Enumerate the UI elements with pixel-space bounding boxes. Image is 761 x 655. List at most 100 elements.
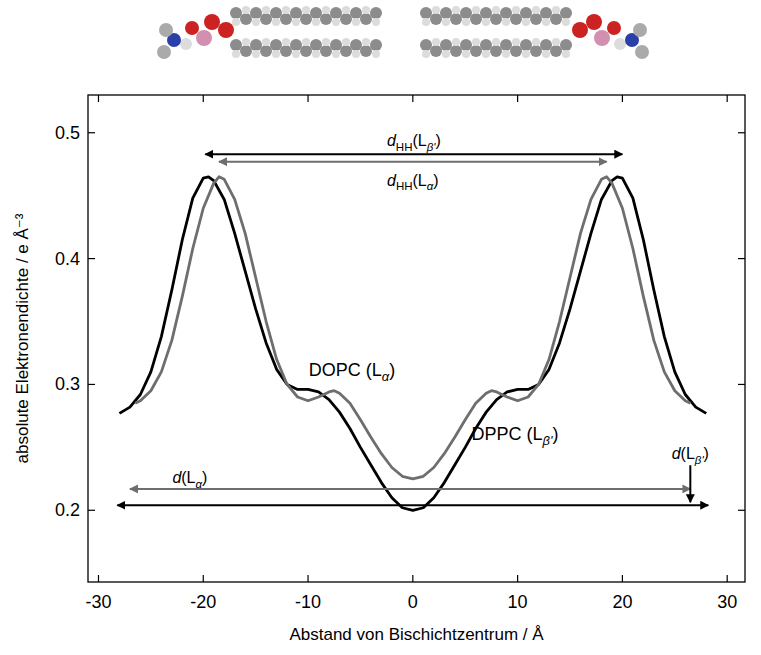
y-tick: [88, 510, 95, 511]
carbon-atom: [510, 45, 522, 57]
dimension-arrow: [130, 488, 691, 490]
hydrogen-atom: [312, 18, 320, 26]
hydrogen-atom: [422, 50, 430, 58]
hydrogen-atom: [452, 6, 460, 14]
x-tick-top: [412, 95, 413, 102]
dimension-arrow: [219, 161, 607, 163]
hydrogen-atom: [292, 18, 300, 26]
text-part: (L: [412, 132, 426, 149]
x-axis-title: Abstand von Bischichtzentrum / Å: [289, 625, 544, 644]
head-atom: [633, 23, 647, 37]
hydrogen-atom: [372, 18, 380, 26]
x-tick-top: [307, 95, 308, 102]
carbon-atom: [350, 39, 362, 51]
hydrogen-atom: [272, 18, 280, 26]
text-part: HH: [396, 180, 413, 192]
hydrogen-atom: [552, 6, 560, 14]
head-atom: [185, 21, 199, 35]
text-part: ): [552, 424, 558, 444]
hydrogen-atom: [532, 6, 540, 14]
y-tick-right: [738, 510, 745, 511]
carbon-atom: [370, 39, 382, 51]
hydrogen-atom: [272, 50, 280, 58]
carbon-atom: [470, 45, 482, 57]
x-tick-top: [203, 95, 204, 102]
head-atom: [572, 22, 588, 38]
hydrogen-atom: [282, 6, 290, 14]
hydrogen-atom: [252, 50, 260, 58]
plot-frame: [88, 95, 745, 582]
carbon-atom: [340, 45, 352, 57]
carbon-atom: [270, 7, 282, 19]
carbon-atom: [320, 13, 332, 25]
hydrogen-atom: [492, 6, 500, 14]
carbon-atom: [440, 39, 452, 51]
hydrogen-atom: [342, 6, 350, 14]
head-atom: [594, 30, 610, 46]
hydrogen-atom: [232, 18, 240, 26]
hydrogen-atom: [472, 38, 480, 46]
carbon-atom: [530, 45, 542, 57]
hydrogen-atom: [502, 50, 510, 58]
y-tick-label: 0.2: [55, 500, 80, 520]
hydrogen-atom: [502, 18, 510, 26]
y-tick: [88, 384, 95, 385]
text-part: ): [202, 469, 207, 486]
text-part: DOPC (L: [309, 360, 382, 380]
carbon-atom: [560, 39, 572, 51]
text-part: HH: [396, 141, 413, 153]
hydrogen-atom: [332, 50, 340, 58]
hydrogen-atom: [442, 50, 450, 58]
y-tick-right: [738, 384, 745, 385]
y-tick: [88, 132, 95, 133]
carbon-atom: [430, 13, 442, 25]
hydrogen-atom: [352, 18, 360, 26]
y-axis-title: absolute Elektronendichte / e Å⁻³: [13, 213, 32, 463]
carbon-atom: [530, 13, 542, 25]
x-tick-label: 20: [612, 592, 632, 612]
carbon-atom: [240, 13, 252, 25]
y-tick-label: 0.4: [55, 249, 80, 269]
hydrogen-atom: [312, 50, 320, 58]
carbon-atom: [420, 7, 432, 19]
carbon-atom: [470, 13, 482, 25]
text-part: ): [704, 445, 709, 462]
carbon-atom: [330, 39, 342, 51]
carbon-atom: [250, 7, 262, 19]
hydrogen-atom: [372, 50, 380, 58]
y-tick: [88, 258, 95, 259]
density-curve: [119, 177, 706, 510]
x-tick: [622, 575, 623, 582]
hydrogen-atom: [292, 50, 300, 58]
hydrogen-atom: [362, 6, 370, 14]
carbon-atom: [370, 7, 382, 19]
head-atom: [196, 30, 212, 46]
carbon-atom: [340, 13, 352, 25]
carbon-atom: [480, 7, 492, 19]
annotation-label: dHH(Lβ'): [387, 132, 441, 153]
hydrogen-atom: [432, 6, 440, 14]
text-part: (L: [413, 172, 427, 189]
carbon-atom: [280, 45, 292, 57]
series-label: DPPC (Lβ'): [472, 424, 559, 448]
hydrogen-atom: [522, 18, 530, 26]
hydrogen-atom: [432, 38, 440, 46]
head-atom: [586, 14, 602, 30]
hydrogen-atom: [302, 38, 310, 46]
hydrogen-atom: [342, 38, 350, 46]
carbon-atom: [330, 7, 342, 19]
hydrogen-atom: [512, 6, 520, 14]
carbon-atom: [540, 39, 552, 51]
carbon-atom: [510, 13, 522, 25]
annotation-label: d(Lα): [172, 469, 207, 490]
hydrogen-atom: [252, 18, 260, 26]
x-tick-top: [727, 95, 728, 102]
x-tick: [203, 575, 204, 582]
carbon-atom: [260, 45, 272, 57]
hydrogen-atom: [322, 6, 330, 14]
x-tick: [98, 575, 99, 582]
carbon-atom: [490, 45, 502, 57]
text-part: ): [433, 172, 438, 189]
carbon-atom: [550, 45, 562, 57]
hydrogen-atom: [422, 18, 430, 26]
